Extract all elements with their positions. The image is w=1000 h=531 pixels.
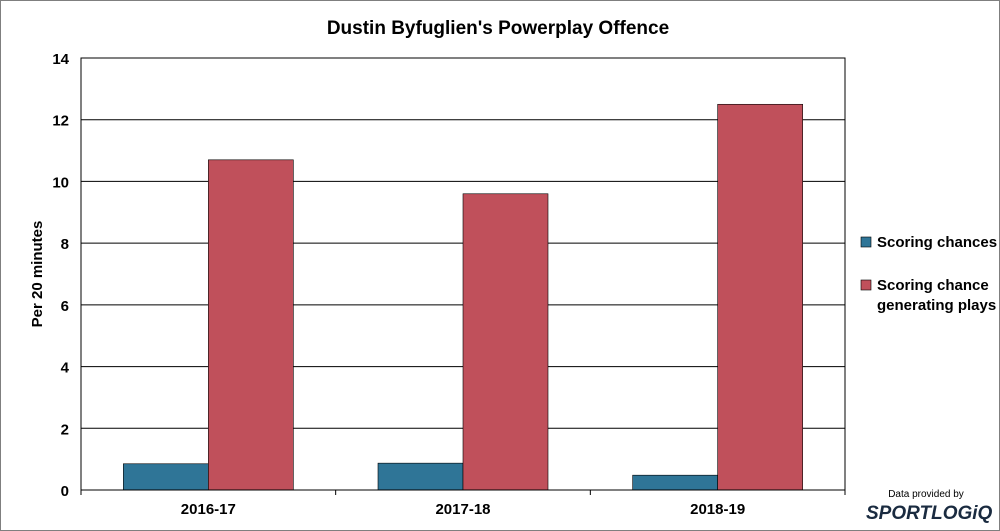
- legend: Scoring chances Scoring chance generating …: [860, 234, 997, 314]
- y-tick-label: 4: [61, 360, 70, 377]
- bar-generating-plays: [717, 103, 803, 491]
- legend-label: Scoring chance: [877, 277, 989, 294]
- axes: [80, 57, 846, 495]
- y-tick-label: 6: [61, 298, 69, 315]
- chart-title: Dustin Byfuglien's Powerplay Offence: [327, 18, 669, 39]
- x-category-label: 2016-17: [181, 501, 236, 518]
- y-tick-label: 8: [61, 236, 69, 253]
- x-category-label: 2017-18: [435, 501, 490, 518]
- bar-generating-plays: [208, 159, 294, 491]
- legend-swatch: [860, 279, 872, 291]
- legend-label: Scoring chances: [877, 234, 997, 251]
- y-axis-label: Per 20 minutes: [29, 221, 46, 328]
- y-tick-label: 2: [61, 421, 69, 438]
- y-tick-label: 0: [61, 483, 69, 500]
- x-category-labels: 2016-17 2017-18 2018-19: [181, 501, 745, 518]
- bar-generating-plays: [462, 193, 549, 491]
- bar-scoring-chances: [632, 474, 718, 491]
- bar-scoring-chances: [123, 463, 209, 491]
- y-tick-label: 14: [52, 51, 69, 68]
- bars: [123, 103, 803, 491]
- legend-swatch: [860, 236, 872, 248]
- y-tick-label: 12: [52, 113, 69, 130]
- y-tick-labels: 0 2 4 6 8 10 12 14: [52, 51, 69, 500]
- y-tick-label: 10: [52, 174, 69, 191]
- x-category-label: 2018-19: [690, 501, 745, 518]
- sportlogiq-logo: SPORTLOGiQ: [866, 503, 993, 524]
- bar-scoring-chances: [377, 462, 464, 491]
- plot-border: [80, 57, 846, 491]
- legend-label: generating plays: [877, 297, 996, 314]
- data-credit: Data provided by: [888, 489, 964, 500]
